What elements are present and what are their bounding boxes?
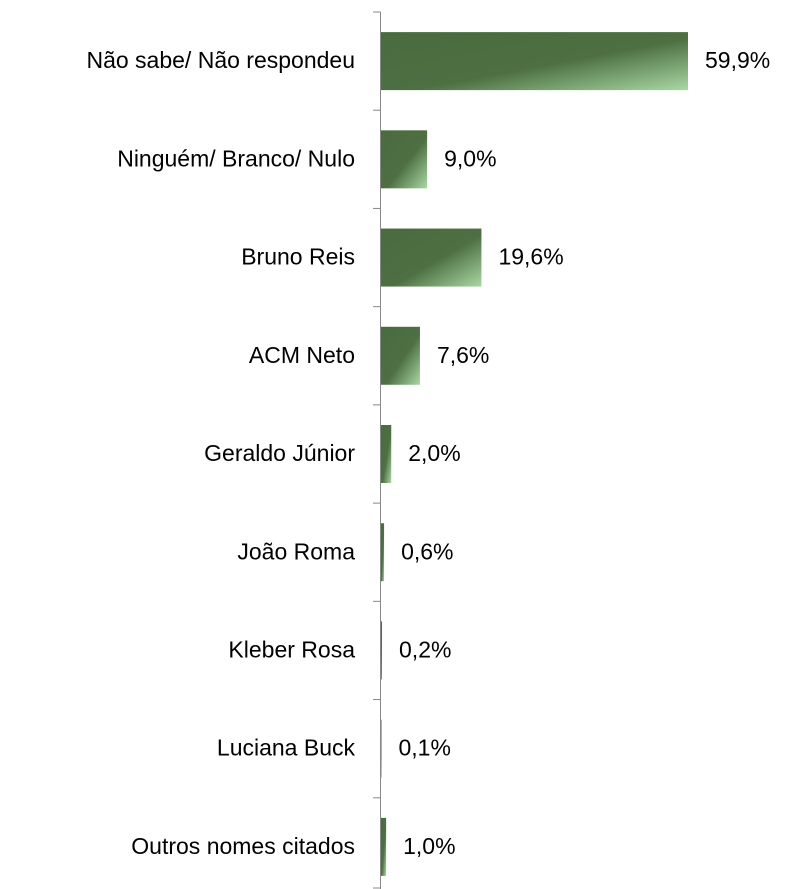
- bar: [381, 32, 688, 91]
- category-label: Ninguém/ Branco/ Nulo: [117, 145, 355, 171]
- bar: [381, 425, 392, 483]
- value-label: 2,0%: [408, 440, 460, 466]
- category-label: Não sabe/ Não respondeu: [86, 47, 355, 73]
- category-label: Luciana Buck: [217, 735, 356, 761]
- bar: [381, 326, 420, 385]
- bar: [381, 228, 482, 287]
- value-label: 0,6%: [401, 538, 453, 564]
- value-label: 9,0%: [444, 145, 496, 171]
- value-label: 7,6%: [437, 342, 489, 368]
- category-label: Kleber Rosa: [228, 637, 355, 663]
- value-label: 59,9%: [705, 47, 770, 73]
- category-label: ACM Neto: [249, 342, 355, 368]
- bar: [381, 523, 385, 582]
- category-label: Bruno Reis: [241, 244, 355, 270]
- value-label: 1,0%: [403, 833, 455, 859]
- bar: [381, 817, 387, 876]
- category-label: Outros nomes citados: [131, 833, 355, 859]
- category-label: João Roma: [237, 538, 355, 564]
- value-label: 0,1%: [399, 735, 451, 761]
- bar: [381, 719, 382, 778]
- bar: [381, 130, 428, 189]
- value-label: 19,6%: [498, 244, 563, 270]
- value-label: 0,2%: [399, 637, 451, 663]
- bar: [381, 621, 383, 680]
- category-label: Geraldo Júnior: [204, 440, 355, 466]
